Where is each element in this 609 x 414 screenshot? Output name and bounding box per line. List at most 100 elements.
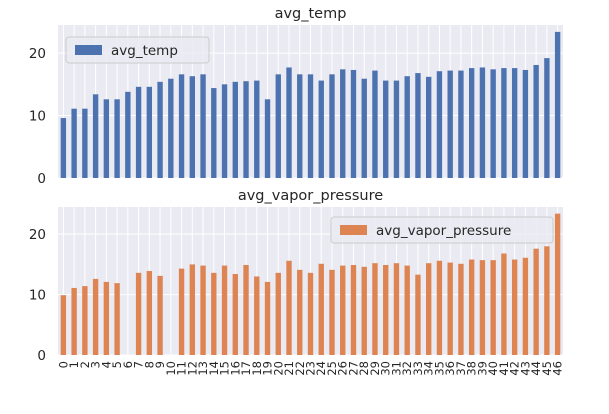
chart-panel-0: 0 10 20 avg_temp avg_temp xyxy=(29,6,563,187)
bar xyxy=(468,259,475,355)
bar xyxy=(318,80,324,178)
x-tick-label: 46 xyxy=(551,361,565,376)
x-tick-label: 9 xyxy=(153,361,167,368)
bar xyxy=(350,69,357,178)
bar xyxy=(447,70,453,178)
x-tick-label: 15 xyxy=(218,361,232,376)
x-tick-label: 26 xyxy=(336,361,350,376)
bar xyxy=(426,263,432,355)
bar xyxy=(490,69,496,178)
bar xyxy=(211,88,217,178)
x-tick-label: 4 xyxy=(99,361,113,368)
legend: avg_vapor_pressure xyxy=(330,216,554,244)
x-tick-label: 16 xyxy=(228,361,242,376)
bar xyxy=(501,253,507,355)
bar xyxy=(533,248,539,355)
bar xyxy=(82,108,88,178)
bar xyxy=(60,295,67,355)
bar xyxy=(200,265,206,355)
x-tick-label: 41 xyxy=(497,361,511,376)
bar xyxy=(264,281,271,355)
y-tick-label: 20 xyxy=(29,227,46,243)
bar xyxy=(168,78,174,178)
legend-swatch xyxy=(340,225,367,235)
bar xyxy=(447,262,453,355)
bar xyxy=(329,74,335,178)
bar xyxy=(522,257,529,355)
bar xyxy=(372,263,378,355)
bar xyxy=(393,80,400,178)
bar xyxy=(71,287,77,355)
legend-box xyxy=(65,36,210,64)
legend-swatch xyxy=(75,45,102,55)
bar xyxy=(436,71,443,178)
bar xyxy=(393,263,400,355)
bar xyxy=(135,272,142,355)
x-tick-label: 32 xyxy=(400,361,414,376)
bar xyxy=(114,99,120,178)
x-tick-label: 37 xyxy=(454,361,468,376)
bar xyxy=(125,91,131,178)
bar xyxy=(479,260,486,355)
x-tick-label: 43 xyxy=(518,361,532,376)
bar xyxy=(511,259,518,355)
x-tick-label: 25 xyxy=(325,361,339,376)
x-tick-label: 34 xyxy=(422,361,436,376)
legend-label: avg_vapor_pressure xyxy=(376,223,511,239)
x-tick-label: 38 xyxy=(465,361,479,376)
bar xyxy=(350,264,357,355)
y-tick-label: 0 xyxy=(37,348,46,364)
bar xyxy=(221,265,228,355)
x-tick-label: 45 xyxy=(540,361,554,376)
bar xyxy=(286,260,292,355)
bar xyxy=(490,260,496,355)
x-tick-label: 6 xyxy=(121,361,135,368)
y-tick-label: 20 xyxy=(29,46,46,62)
x-tick-label: 40 xyxy=(486,361,500,376)
bar xyxy=(200,74,206,178)
bar xyxy=(361,78,367,178)
bar-series-avg_vapor_pressure xyxy=(60,213,561,355)
x-tick-label: 28 xyxy=(357,361,371,376)
x-tick-label: 36 xyxy=(443,361,457,376)
legend-label: avg_temp xyxy=(111,43,178,59)
x-tick-label: 13 xyxy=(196,361,210,376)
bar xyxy=(135,86,142,178)
legend: avg_temp xyxy=(65,36,210,64)
x-tick-label: 0 xyxy=(56,361,70,368)
bar xyxy=(254,276,260,355)
bar xyxy=(146,86,153,178)
bar xyxy=(361,266,367,355)
chart-title: avg_temp xyxy=(275,6,347,22)
x-tick-label: 11 xyxy=(175,361,189,376)
bar xyxy=(479,67,486,178)
x-tick-label: 2 xyxy=(78,361,92,368)
x-tick-labels: 0123456789101112131415161718192021222324… xyxy=(56,361,564,376)
bar xyxy=(221,84,228,178)
bar xyxy=(307,74,314,178)
bar xyxy=(178,268,185,355)
x-tick-label: 33 xyxy=(411,361,425,376)
bar xyxy=(157,275,163,355)
bar xyxy=(554,213,561,355)
bar xyxy=(372,70,378,178)
legend-box xyxy=(330,216,554,244)
x-tick-label: 24 xyxy=(314,361,328,376)
x-tick-label: 27 xyxy=(346,361,360,376)
bar xyxy=(554,31,561,179)
x-tick-label: 7 xyxy=(132,361,146,368)
bar xyxy=(211,272,217,355)
bar xyxy=(103,281,110,355)
x-tick-label: 3 xyxy=(89,361,103,368)
bar xyxy=(511,68,518,178)
x-tick-label: 17 xyxy=(239,361,253,376)
bar xyxy=(307,272,314,355)
x-tick-label: 14 xyxy=(207,361,221,376)
bar xyxy=(264,99,271,178)
x-tick-label: 30 xyxy=(379,361,393,376)
x-tick-label: 8 xyxy=(142,361,156,368)
bar xyxy=(318,263,324,355)
bar xyxy=(103,99,110,178)
chart-panel-1: 01020avg_vapor_pressureavg_vapor_pressur… xyxy=(29,188,565,376)
